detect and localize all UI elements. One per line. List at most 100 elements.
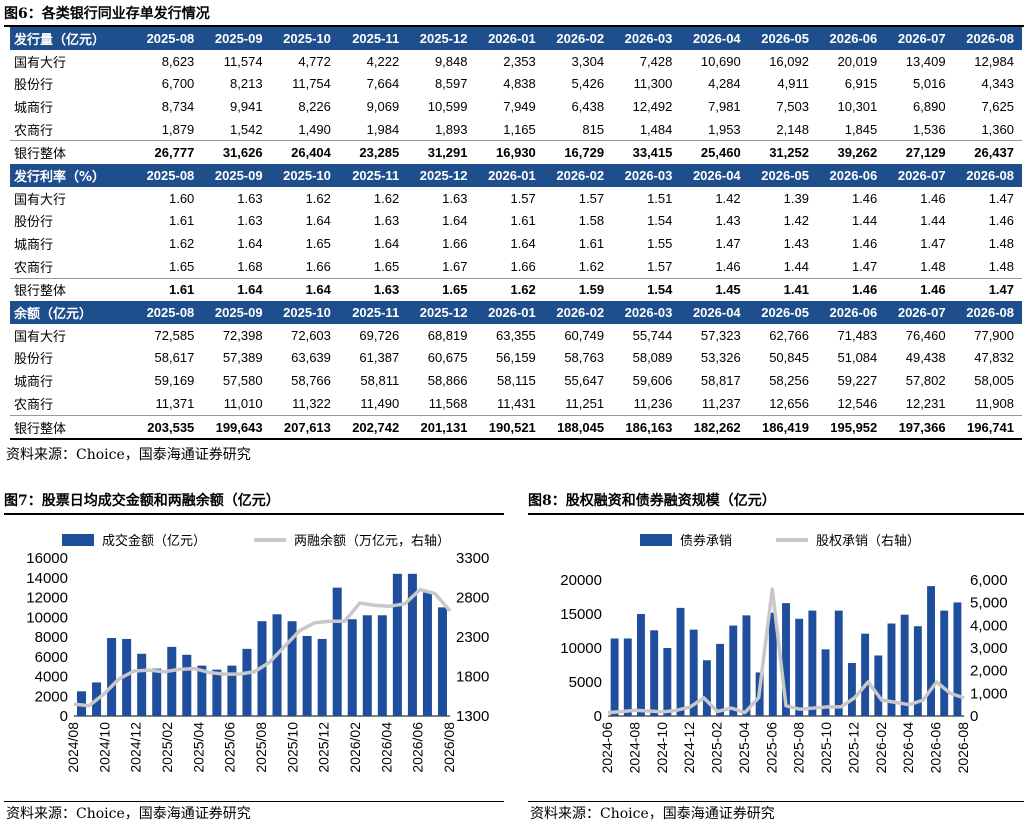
x-tick-label: 2025-06 [763, 722, 779, 774]
table-cell: 72,603 [291, 327, 331, 343]
right-tick-label: 2300 [456, 629, 489, 646]
table-cell: 1.46 [816, 277, 886, 302]
bar [676, 607, 685, 716]
table-row: 股份行 58,617 57,389 63,639 61,387 60,675 56,159 5… [10, 347, 1022, 370]
table-cell: 1.65 [305, 236, 331, 252]
month-header: 2026-05 [748, 301, 817, 324]
x-tick-label: 2026/02 [347, 722, 363, 773]
table-cell: 1.46 [920, 190, 946, 206]
table-cell: 1.64 [442, 213, 468, 229]
bar [610, 638, 619, 716]
table-total-row: 银行整体 1.61 1.64 1.64 1.63 1.65 1.62 1.59 1.54 1.45… [10, 277, 1022, 302]
table-row: 农商行 1,879 1,542 1,490 1,984 1,893 1,165 815 1,48… [10, 118, 1022, 141]
month-header: 2026-02 [543, 164, 613, 187]
month-header: 2025-11 [338, 27, 408, 50]
table-cell: 1.47 [851, 258, 878, 274]
table-cell: 1.46 [988, 213, 1014, 229]
x-tick-label: 2024-06 [599, 722, 615, 774]
right-tick-label: 0 [970, 708, 978, 725]
table-row: 国有大行 72,585 72,398 72,603 69,726 68,819 63,355… [10, 324, 1022, 347]
table-cell: 5,016 [913, 76, 946, 92]
table-cell: 59,169 [154, 373, 195, 389]
table-cell: 1.60 [168, 190, 195, 206]
month-header: 2025-12 [407, 301, 476, 324]
bar [927, 586, 935, 716]
table-cell: 68,819 [427, 327, 468, 343]
figure6-source: 资料来源：Choice，国泰海通证券研究 [6, 447, 251, 463]
table-section-header: 发行量（亿元） 2025-08 2025-09 2025-10 2025-11 2025-… [10, 27, 1022, 50]
legend-label-line: 股权承销（右轴） [816, 533, 920, 549]
table-cell: 58,866 [427, 373, 468, 389]
x-tick-label: 2026-06 [928, 722, 944, 774]
table-cell: 55,744 [632, 327, 673, 343]
table-cell: 7,949 [503, 98, 536, 114]
bar [913, 626, 922, 716]
table-cell: 62,766 [769, 327, 809, 343]
table-cell: 1.47 [953, 277, 1022, 302]
table-cell: 57,323 [700, 327, 741, 343]
table-cell: 186,163 [612, 414, 681, 441]
table-cell: 6,438 [571, 98, 605, 114]
table-cell: 2,353 [503, 53, 536, 69]
table-cell: 20,019 [837, 53, 878, 69]
table-row: 城商行 8,734 9,941 8,226 9,069 10,599 7,949 6,438 1… [10, 95, 1022, 118]
right-tick-label: 1,000 [970, 685, 1008, 702]
right-tick-label: 5,000 [970, 595, 1008, 612]
month-header: 2025-12 [407, 27, 476, 50]
month-header: 2026-02 [543, 27, 613, 50]
table-cell: 201,131 [407, 414, 476, 441]
x-tick-label: 2025-12 [845, 722, 861, 774]
table-cell: 1.62 [373, 190, 400, 206]
table-cell: 1,984 [366, 121, 400, 137]
table-cell: 11,236 [633, 395, 673, 411]
month-header: 2026-05 [748, 164, 817, 187]
table-cell: 16,729 [543, 140, 613, 165]
month-header: 2025-09 [202, 301, 271, 324]
table-cell: 1.43 [783, 236, 809, 252]
x-tick-label: 2026/06 [410, 722, 426, 773]
bar [347, 619, 357, 716]
left-tick-label: 0 [594, 708, 602, 725]
month-header: 2026-08 [953, 301, 1022, 324]
table-cell: 58,766 [291, 373, 331, 389]
row-label: 国有大行 [14, 55, 67, 71]
table-row: 股份行 6,700 8,213 11,754 7,664 8,597 4,838 5,426 1… [10, 72, 1022, 95]
table-cell: 1.61 [134, 277, 203, 302]
table-cell: 1.62 [578, 258, 605, 274]
table-cell: 10,690 [700, 53, 741, 69]
table-cell: 1.43 [715, 213, 741, 229]
table-cell: 1.66 [510, 258, 536, 274]
table-cell: 47,832 [974, 350, 1014, 366]
left-tick-label: 12000 [26, 590, 68, 607]
table-cell: 188,045 [543, 414, 613, 441]
table-cell: 58,256 [769, 373, 809, 389]
source-rule [528, 801, 1024, 802]
bar [861, 633, 870, 716]
table-cell: 9,848 [434, 53, 468, 69]
bank-cd-table: 发行量（亿元） 2025-08 2025-09 2025-10 2025-11 2025-… [10, 27, 1022, 441]
x-tick-label: 2025-02 [709, 722, 725, 774]
figure7-title: 图7：股票日均成交金额和两融余额（亿元） [4, 493, 280, 509]
bar [242, 648, 252, 716]
left-tick-label: 0 [60, 708, 68, 725]
table-cell: 8,213 [230, 76, 263, 92]
table-cell: 11,490 [360, 395, 400, 411]
table-cell: 27,129 [885, 140, 954, 165]
table-cell: 57,802 [905, 373, 946, 389]
bar [742, 615, 751, 716]
table-cell: 11,574 [223, 53, 263, 69]
table-cell: 1,542 [230, 121, 263, 137]
row-label: 国有大行 [14, 192, 67, 208]
row-label: 城商行 [14, 100, 54, 116]
table-cell: 49,438 [905, 350, 946, 366]
table-cell: 1.61 [578, 236, 605, 252]
table-cell: 1.44 [783, 258, 809, 274]
month-header: 2026-01 [475, 164, 544, 187]
table-cell: 1.48 [988, 236, 1014, 252]
table-cell: 1.63 [442, 190, 468, 206]
table-cell: 1.68 [237, 258, 263, 274]
right-tick-label: 3300 [456, 550, 489, 567]
table-cell: 1.48 [920, 258, 946, 274]
bar [287, 621, 297, 716]
table-cell: 33,415 [612, 140, 681, 165]
